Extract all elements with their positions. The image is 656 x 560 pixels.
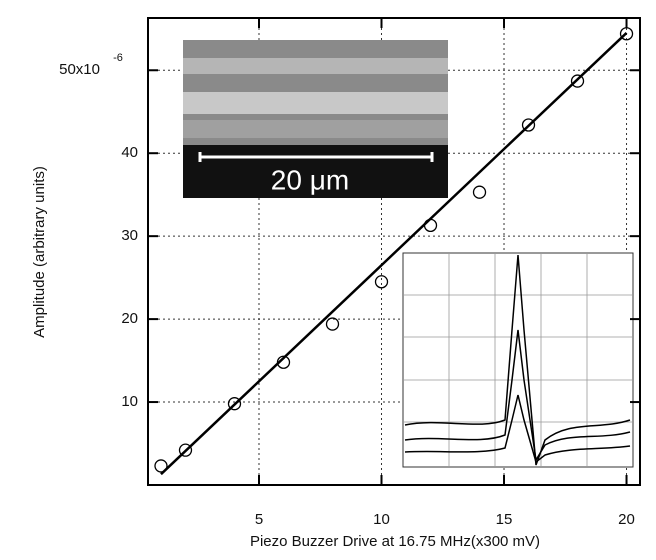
scope-trace — [404, 394, 631, 464]
sem-scale-area — [183, 145, 448, 198]
data-point — [178, 443, 193, 457]
data-point — [472, 185, 487, 199]
data-point — [521, 118, 536, 132]
y-tick-label: 20 — [121, 310, 138, 327]
scope-inset — [402, 252, 634, 468]
data-point — [619, 27, 634, 41]
fit-line — [160, 32, 628, 476]
data-point — [570, 74, 585, 88]
x-tick-label: 10 — [373, 511, 390, 528]
y-tick-label: 10 — [121, 393, 138, 410]
scale-bar — [198, 152, 434, 162]
sem-band — [183, 92, 448, 114]
data-point — [276, 355, 291, 369]
data-point — [423, 218, 438, 233]
y-tick-label: 40 — [121, 144, 138, 161]
data-point — [227, 397, 242, 411]
sem-band — [183, 120, 448, 138]
x-tick-label: 20 — [618, 511, 635, 528]
scope-frame — [402, 252, 634, 468]
scope-grid — [403, 253, 633, 467]
x-tick-label: 5 — [255, 511, 263, 528]
y-exponent: -6 — [113, 52, 123, 64]
data-point — [325, 317, 340, 331]
sem-band — [183, 58, 448, 74]
scope-trace — [404, 329, 631, 463]
y-axis-label: Amplitude (arbitrary units) — [31, 166, 48, 338]
y-tick-label: 30 — [121, 227, 138, 244]
data-point — [154, 459, 168, 473]
x-axis-label: Piezo Buzzer Drive at 16.75 MHz(x300 mV) — [250, 533, 540, 550]
sem-inset — [183, 40, 448, 198]
data-point — [374, 275, 389, 289]
x-tick-label: 15 — [496, 511, 513, 528]
scope-trace — [404, 254, 631, 466]
y-tick-label: 50x10 — [59, 61, 100, 78]
scale-label: 20 μm — [271, 164, 349, 195]
plot-frame — [147, 17, 641, 486]
